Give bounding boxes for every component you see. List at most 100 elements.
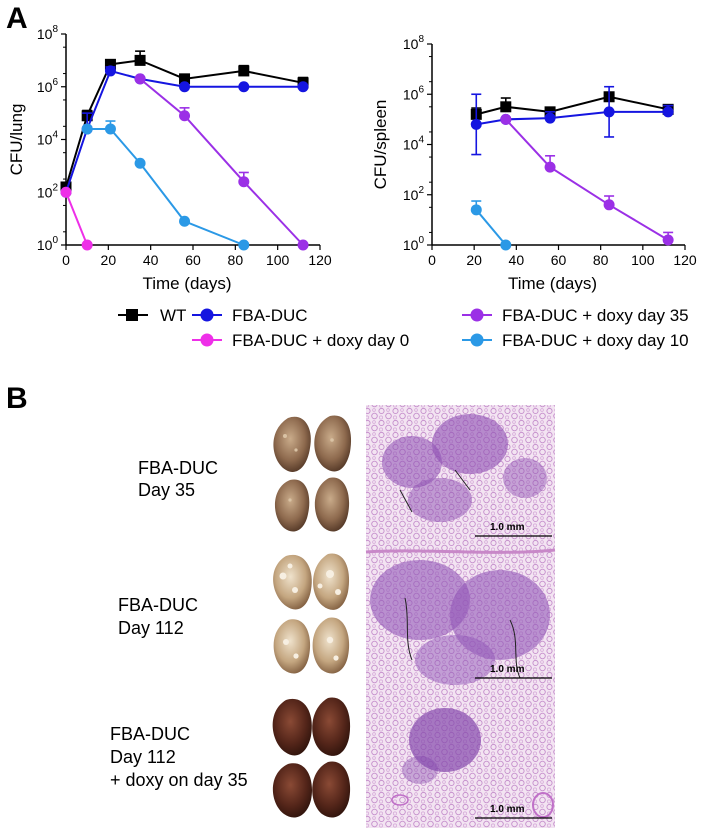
- lung-photo: [272, 763, 313, 818]
- data-point: [81, 239, 93, 251]
- panel-a-letter: A: [6, 2, 28, 35]
- chart-legend: WT FBA-DUC FBA-DUC + doxy day 35 FBA-DUC…: [118, 306, 689, 350]
- x-tick-label: 0: [62, 252, 70, 268]
- legend-item-doxy-day-0: FBA-DUC + doxy day 0: [192, 331, 409, 350]
- lung-photo: [312, 617, 350, 674]
- series-line: [139, 78, 304, 246]
- legend-item-doxy-day-35: FBA-DUC + doxy day 35: [462, 306, 689, 325]
- scale-bar-label: 1.0 mm: [490, 804, 525, 815]
- lung-photo: [272, 698, 312, 756]
- data-point: [179, 110, 191, 122]
- data-point: [134, 54, 146, 66]
- lung-photo: [274, 479, 310, 532]
- data-point: [238, 176, 250, 188]
- data-point: [104, 123, 116, 135]
- data-point: [179, 81, 191, 93]
- data-point: [134, 73, 146, 85]
- lung-photo: [314, 477, 350, 532]
- histology-day35: 1.0 mm: [366, 405, 555, 546]
- y-axis-label: CFU/lung: [7, 104, 26, 176]
- data-point: [81, 123, 93, 135]
- x-tick-label: 0: [428, 252, 436, 268]
- legend-item-doxy-day-10: FBA-DUC + doxy day 10: [462, 331, 689, 350]
- data-point: [500, 239, 512, 251]
- panel-b-letter: B: [6, 382, 28, 415]
- x-tick-label: 20: [466, 252, 482, 268]
- data-point: [104, 58, 116, 70]
- x-tick-label: 100: [631, 252, 655, 268]
- legend-item-fba-duc: FBA-DUC: [192, 306, 308, 325]
- legend-label: FBA-DUC + doxy day 0: [232, 331, 409, 350]
- legend-label: FBA-DUC: [232, 306, 308, 325]
- x-tick-label: 80: [228, 252, 244, 268]
- legend-label: FBA-DUC + doxy day 10: [502, 331, 689, 350]
- row-label-day112-doxy: FBA-DUC Day 112 + doxy on day 35: [110, 724, 248, 790]
- lung-photo: [314, 415, 352, 472]
- legend-label: WT: [160, 306, 186, 325]
- y-tick-label: 102: [37, 182, 59, 200]
- lung-photo: [313, 553, 350, 610]
- x-tick-label: 20: [101, 252, 117, 268]
- legend-item-wt: WT: [118, 306, 186, 325]
- data-point: [662, 234, 674, 246]
- data-point: [544, 161, 556, 173]
- lung-photo: [273, 416, 311, 472]
- y-tick-label: 104: [403, 135, 425, 153]
- y-tick-label: 106: [403, 84, 425, 102]
- histology-day112: 1.0 mm: [365, 546, 556, 687]
- data-point: [179, 73, 191, 85]
- series-wt: [60, 50, 309, 193]
- x-tick-label: 60: [185, 252, 201, 268]
- data-point: [297, 239, 309, 251]
- data-point: [500, 101, 512, 113]
- series-fba-duc-doxy-day-0: [60, 186, 93, 251]
- y-tick-label: 108: [403, 34, 425, 52]
- x-tick-label: 120: [673, 252, 697, 268]
- data-point: [603, 199, 615, 211]
- data-point: [104, 65, 116, 77]
- y-tick-label: 106: [37, 77, 59, 95]
- x-axis-label: Time (days): [142, 274, 231, 293]
- data-point: [60, 186, 72, 198]
- y-tick-label: 102: [403, 185, 425, 203]
- x-tick-label: 120: [308, 252, 332, 268]
- lung-cfu-chart: 0 20 40 60 80 100 120 100 102 104 106 108 Time (days…: [7, 24, 332, 293]
- data-point: [603, 106, 615, 118]
- series-fba-duc: [470, 85, 674, 156]
- data-point: [297, 81, 309, 93]
- y-tick-label: 108: [37, 24, 59, 42]
- x-tick-label: 100: [266, 252, 290, 268]
- series-fba-duc: [60, 65, 309, 198]
- data-point: [500, 113, 512, 125]
- row-label-day35: FBA-DUC Day 35: [138, 458, 223, 500]
- panel-b-row-labels: FBA-DUC Day 35 FBA-DUC Day 112 FBA-DUC D…: [110, 458, 248, 790]
- data-point: [179, 215, 191, 227]
- data-point: [238, 65, 250, 77]
- series-line: [475, 209, 507, 246]
- data-point: [470, 204, 482, 216]
- lung-photos-day112-doxy: [272, 697, 351, 818]
- lung-photo: [273, 619, 311, 674]
- x-tick-label: 40: [143, 252, 159, 268]
- row-label-day112: FBA-DUC Day 112: [118, 595, 203, 638]
- lung-photos-day112: [273, 553, 350, 674]
- series-fba-duc-doxy-day-10: [81, 120, 250, 251]
- lung-photo: [273, 554, 312, 610]
- x-axis-label: Time (days): [508, 274, 597, 293]
- series-fba-duc-doxy-day-35: [500, 113, 674, 246]
- y-tick-label: 104: [37, 130, 59, 148]
- x-tick-label: 40: [509, 252, 525, 268]
- y-tick-label: 100: [403, 235, 425, 253]
- series-line: [65, 191, 89, 246]
- series-fba-duc-doxy-day-10: [470, 200, 512, 251]
- histology-day112-doxy: 1.0 mm: [366, 687, 555, 828]
- data-point: [238, 239, 250, 251]
- lung-photos-day35: [273, 415, 352, 532]
- lung-photo: [312, 761, 351, 818]
- series-fba-duc-doxy-day-35: [134, 73, 309, 251]
- x-tick-label: 80: [593, 252, 609, 268]
- scale-bar-label: 1.0 mm: [490, 664, 525, 675]
- spleen-cfu-chart: 0 20 40 60 80 100 120 100 102 104 106 108 Time (days…: [371, 34, 697, 293]
- data-point: [134, 157, 146, 169]
